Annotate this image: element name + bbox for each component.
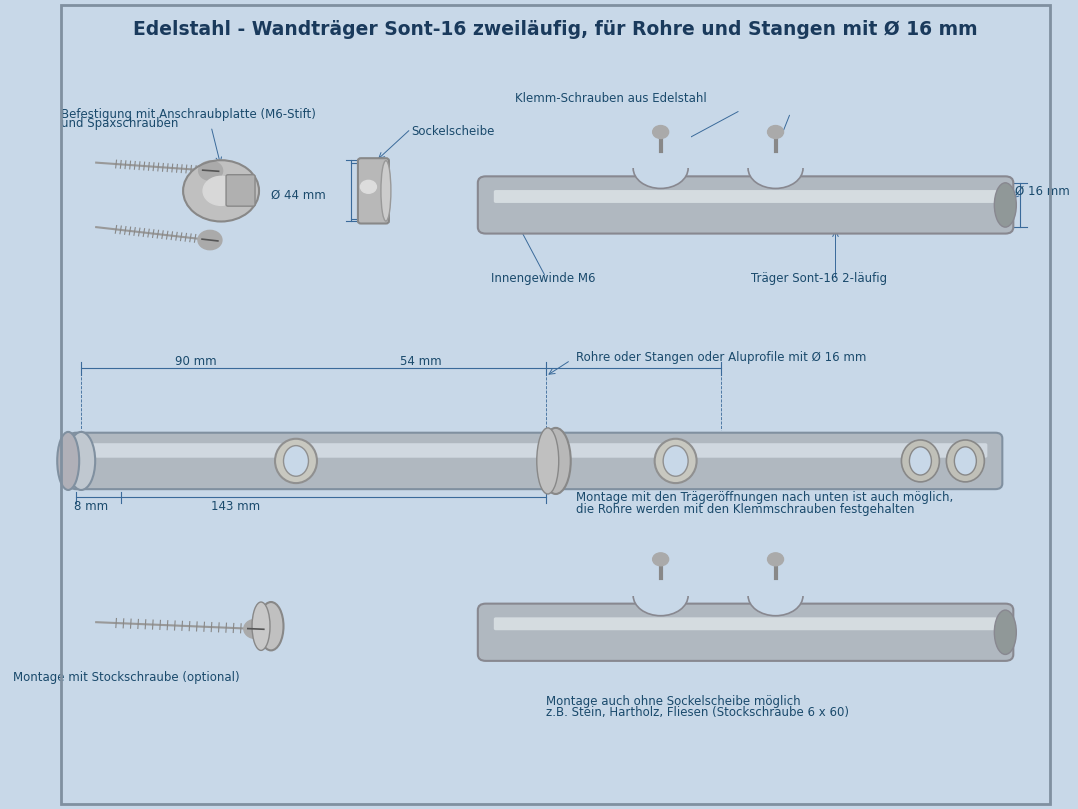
Text: Träger Sont-16 2-läufig: Träger Sont-16 2-läufig [750, 273, 887, 286]
Text: Montage mit Stockschraube (optional): Montage mit Stockschraube (optional) [13, 671, 239, 684]
Circle shape [652, 553, 668, 565]
Text: Klemm-Schrauben aus Edelstahl: Klemm-Schrauben aus Edelstahl [515, 91, 706, 104]
Text: Montage mit den Trägeröffnungen nach unten ist auch möglich,: Montage mit den Trägeröffnungen nach unt… [576, 491, 953, 504]
Ellipse shape [748, 148, 803, 188]
Circle shape [360, 180, 376, 193]
Ellipse shape [633, 148, 688, 188]
Text: 54 mm: 54 mm [400, 355, 442, 368]
Ellipse shape [537, 428, 558, 494]
Text: Montage auch ohne Sockelscheibe möglich: Montage auch ohne Sockelscheibe möglich [545, 695, 800, 708]
Ellipse shape [284, 446, 308, 477]
Text: Sockelscheibe: Sockelscheibe [411, 125, 494, 138]
Text: Ø 16 mm: Ø 16 mm [1015, 184, 1070, 197]
FancyBboxPatch shape [358, 159, 389, 223]
Circle shape [203, 176, 239, 205]
Text: die Rohre werden mit den Klemmschrauben festgehalten: die Rohre werden mit den Klemmschrauben … [576, 503, 914, 516]
FancyBboxPatch shape [478, 176, 1013, 234]
Text: Edelstahl - Wandträger Sont-16 zweiläufig, für Rohre und Stangen mit Ø 16 mm: Edelstahl - Wandträger Sont-16 zweiläufi… [134, 20, 978, 39]
Text: Befestigung mit Anschraubplatte (M6-Stift): Befestigung mit Anschraubplatte (M6-Stif… [61, 108, 316, 121]
FancyBboxPatch shape [84, 443, 987, 458]
Text: 143 mm: 143 mm [211, 501, 260, 514]
Text: Innengewinde M6: Innengewinde M6 [490, 273, 595, 286]
Text: Rohre oder Stangen oder Aluprofile mit Ø 16 mm: Rohre oder Stangen oder Aluprofile mit Ø… [576, 351, 866, 364]
FancyBboxPatch shape [494, 190, 997, 203]
Text: 90 mm: 90 mm [176, 355, 217, 368]
Ellipse shape [57, 432, 79, 490]
FancyBboxPatch shape [226, 175, 255, 206]
FancyBboxPatch shape [631, 563, 691, 595]
Text: 8 mm: 8 mm [74, 501, 108, 514]
Circle shape [768, 553, 784, 565]
Circle shape [244, 619, 267, 638]
FancyBboxPatch shape [69, 433, 1003, 489]
Ellipse shape [259, 602, 284, 650]
FancyBboxPatch shape [631, 136, 691, 168]
Text: Ø 44 mm: Ø 44 mm [271, 189, 326, 202]
Ellipse shape [663, 446, 688, 477]
FancyBboxPatch shape [478, 604, 1013, 661]
Text: z.B. Stein, Hartholz, Fliesen (Stockschraube 6 x 60): z.B. Stein, Hartholz, Fliesen (Stockschr… [545, 706, 848, 719]
Ellipse shape [275, 438, 317, 483]
Circle shape [198, 231, 222, 250]
Ellipse shape [252, 602, 270, 650]
Ellipse shape [67, 432, 95, 490]
Circle shape [198, 161, 223, 180]
FancyBboxPatch shape [746, 563, 805, 595]
Ellipse shape [633, 575, 688, 616]
Ellipse shape [748, 575, 803, 616]
Ellipse shape [381, 161, 391, 221]
Text: und Spaxschrauben: und Spaxschrauben [61, 117, 179, 130]
Circle shape [183, 160, 259, 222]
Ellipse shape [994, 610, 1017, 654]
Ellipse shape [910, 447, 931, 475]
Ellipse shape [946, 440, 984, 482]
Ellipse shape [954, 447, 977, 475]
FancyBboxPatch shape [746, 136, 805, 168]
FancyBboxPatch shape [494, 617, 997, 630]
Circle shape [652, 125, 668, 138]
Circle shape [768, 125, 784, 138]
Ellipse shape [654, 438, 696, 483]
Ellipse shape [541, 428, 570, 494]
Ellipse shape [901, 440, 939, 482]
Ellipse shape [994, 183, 1017, 227]
